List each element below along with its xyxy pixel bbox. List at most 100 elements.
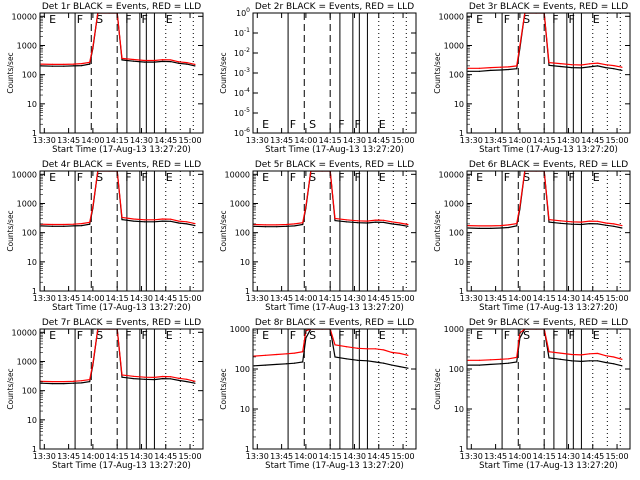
lld-data-point (519, 205, 521, 207)
lld-data-point (334, 344, 336, 346)
flag-annotation: F (77, 171, 83, 184)
lld-data-point (507, 224, 510, 226)
events-data-point (285, 363, 288, 365)
x-tick-label: 14:30 (557, 136, 580, 145)
y-tick-label: 10 (27, 416, 37, 425)
lld-data-point (621, 358, 623, 360)
flag-annotation: E (476, 329, 483, 342)
x-tick-label: 14:00 (81, 452, 104, 461)
events-data-point (345, 358, 347, 360)
lld-data-point (467, 224, 469, 227)
x-tick-label: 14:00 (294, 136, 317, 145)
events-data-point (548, 64, 550, 66)
x-tick-label: 14:30 (130, 136, 153, 145)
events-data-point (516, 68, 518, 70)
x-tick-label: 14:00 (508, 452, 531, 461)
x-tick-label: 13:45 (270, 136, 293, 145)
lld-data-point (161, 375, 164, 378)
x-tick-label: 15:00 (179, 452, 202, 461)
lld-data-point (490, 359, 492, 361)
events-data-point (334, 356, 336, 358)
chart-title: Det 6r BLACK = Events, RED = LLD (469, 160, 628, 170)
events-data-point (357, 222, 359, 224)
lld-data-point (621, 66, 623, 68)
flag-annotation: E (593, 13, 600, 26)
lld-data-point (92, 362, 94, 365)
plot-frame (252, 170, 417, 292)
x-axis-label: Start Time (17-Aug-13 13:27:20) (265, 303, 404, 313)
lld-data-point (305, 205, 307, 207)
lld-data-point (170, 218, 172, 220)
lld-data-point (121, 374, 123, 376)
flag-annotation: F (77, 329, 83, 342)
events-data-point (548, 221, 550, 223)
events-data-point (89, 223, 91, 225)
lld-data-point (132, 375, 134, 377)
x-tick-label: 13:45 (57, 294, 80, 303)
events-data-point (478, 227, 481, 229)
y-tick-label: 10-2 (234, 47, 250, 58)
flag-annotation: F (338, 329, 344, 342)
x-tick-label: 14:30 (130, 294, 153, 303)
x-tick-label: 14:45 (154, 452, 177, 461)
events-data-point (80, 64, 83, 67)
lld-data-point (613, 356, 615, 358)
events-data-point (613, 363, 615, 365)
lld-data-point (285, 353, 288, 355)
events-data-point (186, 380, 188, 383)
flag-annotation: E (379, 171, 386, 184)
chart-title: Det 3r BLACK = Events, RED = LLD (469, 2, 628, 12)
x-tick-label: 13:45 (57, 136, 80, 145)
flag-annotation: E (49, 171, 56, 184)
chart-title: Det 4r BLACK = Events, RED = LLD (42, 160, 201, 170)
y-tick-label: 10-5 (234, 107, 250, 118)
events-data-point (507, 362, 510, 364)
events-data-point (161, 60, 164, 62)
events-data-point (178, 379, 180, 381)
x-tick-label: 13:30 (33, 136, 56, 145)
events-data-point (345, 221, 347, 223)
events-data-point (407, 225, 409, 227)
lld-data-point (399, 222, 401, 224)
events-data-point (89, 380, 91, 383)
x-tick-label: 14:15 (319, 294, 342, 303)
lld-data-point (264, 354, 267, 356)
flag-annotation: F (504, 329, 510, 342)
events-data-point (467, 70, 469, 72)
lld-data-point (391, 221, 393, 223)
events-data-point (613, 68, 615, 70)
flag-annotation: F (338, 118, 344, 131)
x-tick-label: 13:30 (246, 452, 269, 461)
x-tick-label: 14:00 (294, 452, 317, 461)
flag-annotation: S (309, 329, 316, 342)
events-data-point (144, 221, 146, 223)
lld-data-point (285, 223, 288, 226)
y-axis-label: Counts/sec (6, 210, 15, 251)
events-data-point (605, 361, 607, 364)
x-tick-label: 14:00 (81, 136, 104, 145)
y-tick-label: 100 (22, 71, 37, 80)
y-tick-label: 1000 (17, 41, 37, 50)
x-tick-label: 14:30 (343, 452, 366, 461)
events-data-point (597, 65, 599, 67)
events-data-point (153, 378, 156, 381)
lld-data-point (144, 376, 146, 378)
y-tick-label: 1 (32, 129, 37, 138)
events-data-point (467, 227, 469, 229)
lld-data-point (92, 205, 94, 207)
y-tick-label: 1 (245, 287, 250, 296)
y-tick-label: 1 (459, 445, 464, 454)
lld-data-point (399, 352, 401, 355)
y-tick-label: 10000 (12, 12, 37, 21)
lld-data-point (80, 380, 83, 382)
events-data-point (80, 224, 83, 227)
y-tick-label: 100 (235, 229, 250, 238)
x-tick-label: 14:15 (106, 452, 129, 461)
flag-annotation: S (96, 171, 103, 184)
flag-annotation: F (552, 329, 558, 342)
y-tick-label: 10 (27, 100, 37, 109)
